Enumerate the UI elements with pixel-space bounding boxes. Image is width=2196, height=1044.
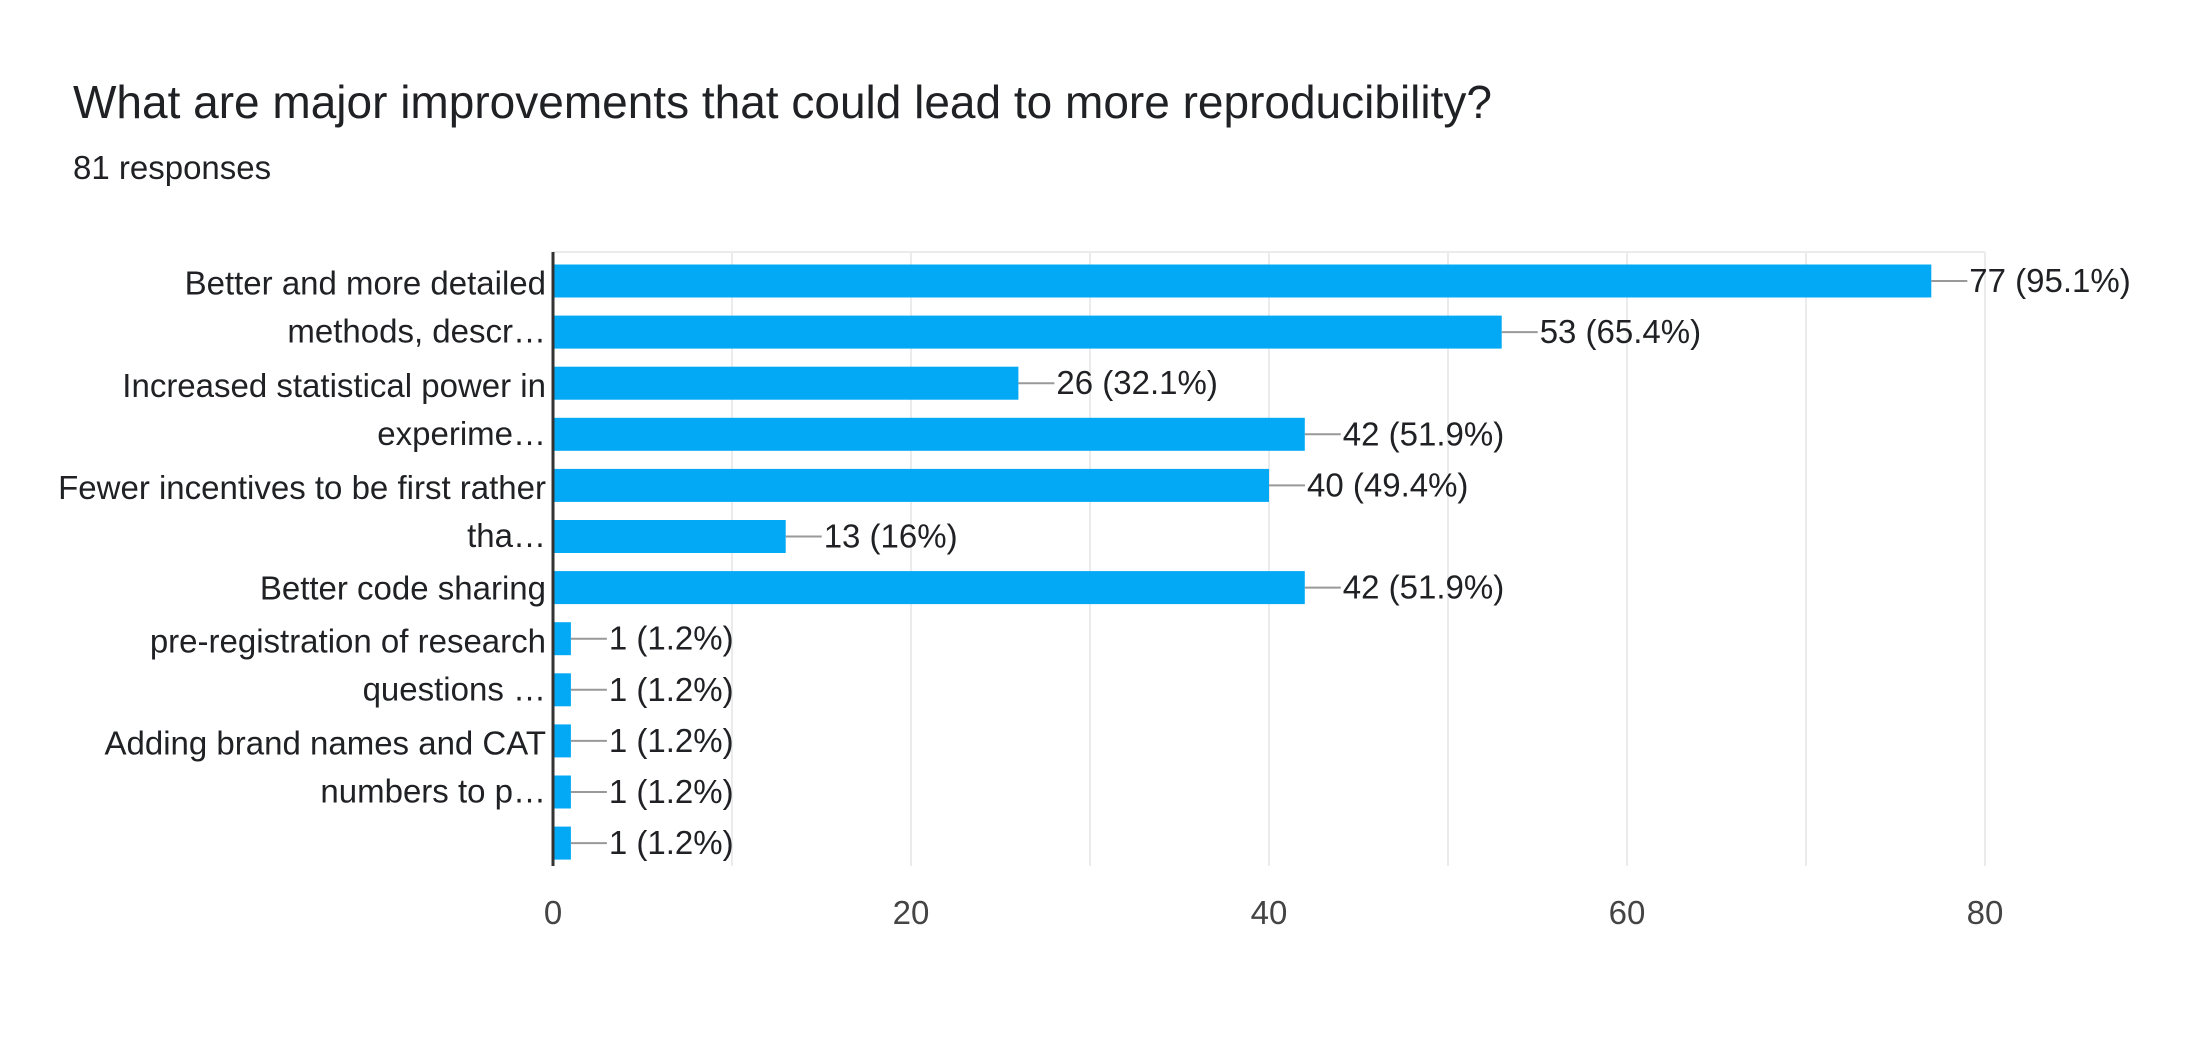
x-tick-label: 20 [893, 894, 930, 931]
data-label: 1 (1.2%) [609, 671, 734, 708]
x-tick-label: 40 [1251, 894, 1288, 931]
data-label: 1 (1.2%) [609, 722, 734, 759]
data-label: 53 (65.4%) [1540, 313, 1701, 350]
x-tick-label: 0 [544, 894, 562, 931]
category-label: numbers to p… [320, 772, 546, 809]
bar[interactable] [553, 622, 571, 656]
data-label: 1 (1.2%) [609, 620, 734, 657]
bar[interactable] [553, 315, 1502, 349]
category-label: Increased statistical power in [122, 367, 546, 404]
category-label: tha… [467, 517, 546, 554]
data-label: 1 (1.2%) [609, 773, 734, 810]
response-count: 81 responses [73, 149, 272, 186]
bar[interactable] [553, 468, 1269, 502]
bar[interactable] [553, 724, 571, 758]
category-label: Fewer incentives to be first rather [58, 469, 546, 506]
data-label: 40 (49.4%) [1307, 466, 1468, 503]
gridlines [553, 251, 1986, 866]
category-label: Better code sharing [260, 570, 546, 607]
bars [553, 264, 1932, 860]
bar[interactable] [553, 826, 571, 860]
data-label: 1 (1.2%) [609, 824, 734, 861]
bar[interactable] [553, 520, 786, 553]
bar[interactable] [553, 366, 1019, 400]
axes: 0 20 40 60 80 [544, 252, 2004, 931]
bar[interactable] [553, 264, 1932, 298]
data-label: 42 (51.9%) [1343, 569, 1504, 606]
category-label: Better and more detailed [185, 265, 546, 302]
bar[interactable] [553, 775, 571, 809]
chart-header: What are major improvements that could l… [73, 72, 1492, 190]
labels: 77 (95.1%) 53 (65.4%) 26 (32.1%) 42 (51.9%)… [58, 262, 2131, 861]
x-tick-label: 60 [1609, 894, 1646, 931]
category-label: pre-registration of research [150, 622, 546, 659]
data-label: 13 (16%) [824, 518, 958, 555]
data-label: 77 (95.1%) [1969, 262, 2130, 299]
x-tick-label: 80 [1967, 894, 2004, 931]
category-label: methods, descr… [287, 313, 546, 350]
category-label: questions … [363, 670, 546, 707]
category-label: Adding brand names and CAT [105, 724, 547, 761]
category-label: experime… [377, 415, 546, 452]
chart-title: What are major improvements that could l… [73, 76, 1492, 128]
bar[interactable] [553, 571, 1305, 605]
data-label: 26 (32.1%) [1056, 364, 1217, 401]
bar[interactable] [553, 673, 571, 707]
bar[interactable] [553, 417, 1305, 451]
data-label: 42 (51.9%) [1343, 415, 1504, 452]
